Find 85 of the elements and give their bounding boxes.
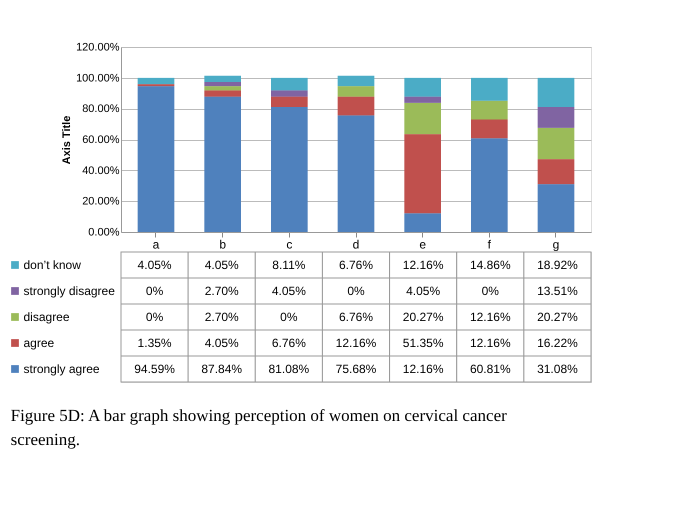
data-label: 4.05% xyxy=(272,284,306,298)
data-label: 12.16% xyxy=(402,362,444,376)
bar xyxy=(538,184,574,232)
data-label: 12.16% xyxy=(470,336,511,350)
caption: Figure 5D: A bar graph showing perception of women on cervical cancer screening. xyxy=(10,406,508,449)
x-tick-label: g xyxy=(552,238,560,252)
bar xyxy=(204,90,241,97)
bar xyxy=(404,78,441,97)
bar xyxy=(338,96,374,116)
data-label: 6.76% xyxy=(338,258,374,272)
legend-label: strongly agree xyxy=(24,362,100,376)
bar xyxy=(138,78,174,84)
y-tick-label: 80.00% xyxy=(82,103,120,116)
bar xyxy=(338,86,374,97)
bar xyxy=(471,78,508,101)
data-label: 81.08% xyxy=(268,362,310,376)
x-tick-label: d xyxy=(352,238,360,252)
data-label: 51.35% xyxy=(402,336,444,350)
x-tick-label: c xyxy=(286,238,292,252)
legend-label: strongly disagree xyxy=(24,284,116,298)
bar xyxy=(404,213,441,232)
bar xyxy=(338,115,374,232)
x-tick-label: e xyxy=(419,238,426,252)
data-label: 8.11% xyxy=(272,258,306,272)
bar xyxy=(471,138,508,232)
y-tick-label: 120.00% xyxy=(76,42,120,54)
data-label: 0% xyxy=(146,284,164,298)
bar xyxy=(204,82,241,86)
data-label: 31.08% xyxy=(537,362,578,376)
data-label: 4.05% xyxy=(406,284,440,298)
bar xyxy=(538,107,574,128)
x-tick-label: b xyxy=(219,238,226,252)
data-label: 13.51% xyxy=(537,284,578,298)
bar xyxy=(271,107,308,232)
data-label: 94.59% xyxy=(134,362,176,376)
bar xyxy=(338,76,374,86)
bar xyxy=(471,100,508,120)
data-label: 18.92% xyxy=(537,258,578,272)
x-tick-label: f xyxy=(488,238,492,252)
bar xyxy=(404,96,441,103)
y-axis-title: Axis Title xyxy=(61,116,74,164)
bar xyxy=(271,96,308,107)
bar xyxy=(204,86,241,90)
x-tick-label: a xyxy=(152,238,160,252)
data-label: 6.76% xyxy=(338,310,374,324)
bar xyxy=(404,134,441,214)
data-label: 87.84% xyxy=(201,362,242,376)
data-label: 0% xyxy=(347,284,365,298)
data-label: 12.16% xyxy=(402,258,444,272)
bar xyxy=(138,86,174,232)
y-tick-label: 40.00% xyxy=(82,164,120,177)
data-label: 2.70% xyxy=(204,310,240,324)
data-label: 12.16% xyxy=(336,336,377,350)
data-label: 60.81% xyxy=(470,362,511,376)
data-label: 20.27% xyxy=(537,310,578,324)
bar xyxy=(471,120,508,138)
bar xyxy=(538,128,574,160)
data-label: 2.70% xyxy=(204,284,240,298)
data-label: 75.68% xyxy=(336,362,377,376)
data-label: 1.35% xyxy=(138,336,172,350)
bar xyxy=(204,76,241,82)
y-tick-label: 60.00% xyxy=(82,134,120,146)
data-label: 16.22% xyxy=(537,336,578,350)
data-label: 4.05% xyxy=(204,258,240,272)
legend-label: disagree xyxy=(24,310,70,324)
data-label: 4.05% xyxy=(138,258,172,272)
bar xyxy=(271,90,308,97)
data-label: 20.27% xyxy=(402,310,444,324)
bar xyxy=(538,78,574,107)
data-label: 6.76% xyxy=(272,336,306,350)
data-label: 0% xyxy=(146,310,164,324)
bar xyxy=(271,78,308,90)
y-tick-label: 0.00% xyxy=(88,226,120,238)
legend-label: don’t know xyxy=(24,258,82,272)
legend-label: agree xyxy=(24,336,55,350)
bar xyxy=(404,102,441,134)
data-label: 0% xyxy=(482,284,500,298)
data-label: 14.86% xyxy=(470,258,511,272)
bar xyxy=(204,96,241,232)
y-tick-label: 100.00% xyxy=(76,72,120,84)
data-label: 4.05% xyxy=(204,336,240,350)
data-label: 0% xyxy=(280,310,298,324)
y-tick-label: 20.00% xyxy=(82,196,120,208)
bar xyxy=(538,159,574,184)
data-label: 12.16% xyxy=(470,310,511,324)
